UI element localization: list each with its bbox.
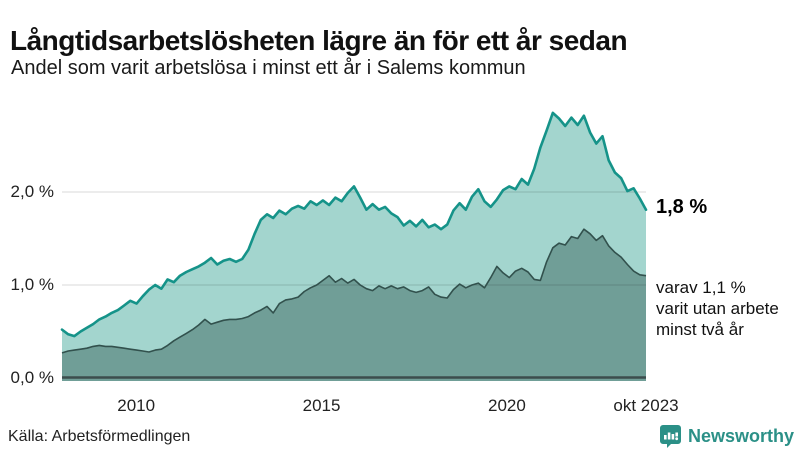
x-tick-label: 2015 bbox=[302, 396, 341, 415]
y-tick-label: 1,0 % bbox=[10, 275, 54, 294]
brand-name: Newsworthy bbox=[687, 425, 794, 446]
two-year-annotation-line1: varav 1,1 % bbox=[656, 278, 746, 297]
y-tick-label: 2,0 % bbox=[10, 182, 54, 201]
two-year-annotation-line2: varit utan arbete bbox=[656, 299, 779, 318]
brand-logo: Newsworthy bbox=[659, 424, 794, 448]
x-tick-label: okt 2023 bbox=[613, 396, 679, 415]
page-title: Långtidsarbetslösheten lägre än för ett … bbox=[10, 24, 628, 56]
total-line bbox=[60, 111, 648, 338]
x-tick-label: 2020 bbox=[488, 396, 526, 415]
latest-value-label: 1,8 % bbox=[656, 196, 708, 218]
two-year-annotation-line3: minst två år bbox=[656, 320, 744, 339]
source-caption: Källa: Arbetsförmedlingen bbox=[8, 428, 191, 445]
y-tick-label: 0,0 % bbox=[10, 368, 54, 387]
newsworthy-icon bbox=[659, 425, 681, 448]
x-tick-label: 2010 bbox=[117, 396, 156, 415]
two-year-line bbox=[61, 228, 647, 354]
chart-subtitle: Andel som varit arbetslösa i minst ett å… bbox=[11, 57, 526, 79]
two-year-annotation: varav 1,1 % varit utan arbete minst två … bbox=[656, 277, 779, 340]
two-year-area bbox=[62, 229, 646, 381]
